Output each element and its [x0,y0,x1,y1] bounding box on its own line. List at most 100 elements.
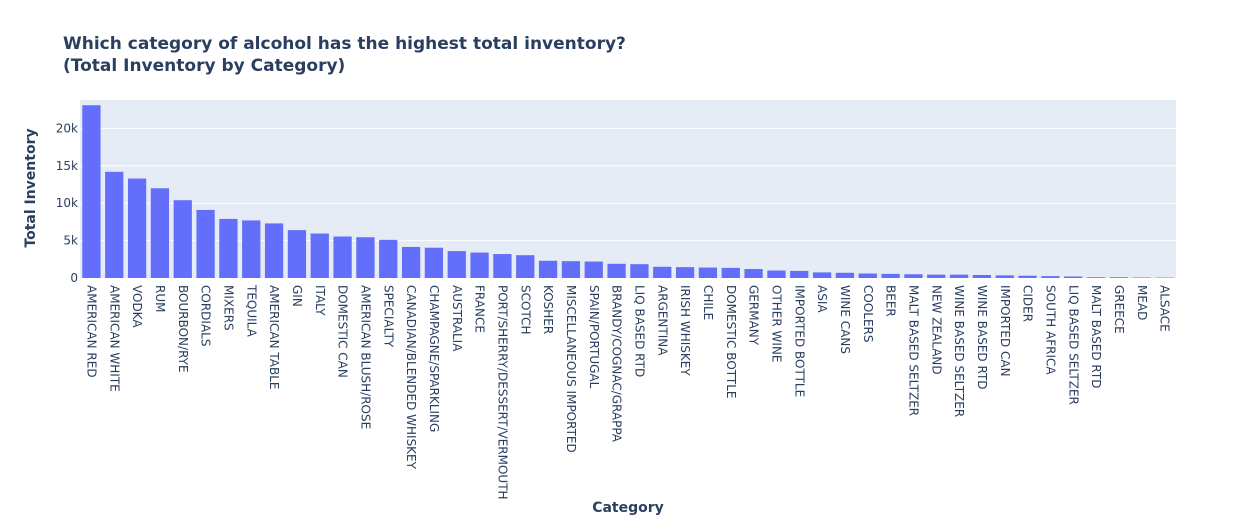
x-tick-label: AMERICAN BLUSH/ROSE [358,285,372,429]
bar[interactable] [127,178,147,278]
bar[interactable] [287,230,307,278]
bar[interactable] [516,255,535,278]
x-tick-label: MIXERS [221,285,235,331]
bar[interactable] [470,252,489,278]
bar[interactable] [173,200,192,278]
bar[interactable] [1109,277,1129,278]
x-tick-label: WINE BASED RTD [975,285,989,390]
bar[interactable] [1086,277,1106,278]
bar[interactable] [447,251,466,278]
bar[interactable] [219,218,238,278]
x-tick-label: AMERICAN RED [84,285,98,378]
x-tick-label: CORDIALS [199,285,213,346]
x-tick-label: LIQ BASED SELTZER [1066,285,1080,405]
x-tick-label: NEW ZEALAND [929,285,943,375]
bar[interactable] [538,260,558,278]
x-tick-label: BEER [884,285,898,317]
x-tick-label: SOUTH AFRICA [1043,285,1057,375]
bar[interactable] [150,188,170,278]
bar[interactable] [105,171,124,278]
bar[interactable] [721,267,740,278]
x-tick-label: SPECIALTY [381,285,395,348]
y-axis-title: Total Inventory [23,128,39,248]
x-tick-label: ITALY [313,285,327,316]
bars [82,105,1174,279]
bar[interactable] [835,272,855,278]
bar[interactable] [1064,276,1083,278]
bar[interactable] [1018,275,1037,278]
x-tick-label: PORT/SHERRY/DESSERT/VERMOUTH [495,285,509,500]
bar[interactable] [607,263,626,278]
bar[interactable] [242,220,261,278]
x-tick-label: COOLERS [861,285,875,343]
bar[interactable] [995,275,1014,278]
x-tick-label: SCOTCH [518,285,532,334]
x-tick-label: AUSTRALIA [450,285,464,352]
x-tick-label: DOMESTIC BOTTLE [724,285,738,398]
x-tick-label: BRANDY/COGNAC/GRAPPA [610,285,624,443]
chart-title: Which category of alcohol has the highes… [63,34,626,54]
x-axis-title: Category [592,500,664,516]
x-tick-label: WINE CANS [838,285,852,354]
x-tick-label: DOMESTIC CAN [336,285,350,378]
bar[interactable] [927,274,946,278]
bar[interactable] [310,233,329,279]
x-tick-label: TEQUILA [244,284,258,338]
x-tick-label: CHILE [701,285,715,320]
x-tick-label: BOURBON/RYE [176,285,190,373]
bar[interactable] [584,261,603,278]
chart-title-block: Which category of alcohol has the highes… [63,33,626,77]
bar[interactable] [401,246,421,278]
bar[interactable] [949,274,969,278]
x-tick-label: CIDER [1021,285,1035,322]
bar[interactable] [698,267,718,278]
x-tick-label: ASIA [815,285,829,313]
x-tick-label: CHAMPAGNE/SPARKLING [427,285,441,432]
bar[interactable] [196,209,215,278]
bar[interactable] [493,254,512,278]
bar[interactable] [82,105,101,278]
bar[interactable] [1041,276,1060,278]
bar[interactable] [653,266,672,278]
y-tick-label: 15k [56,159,78,173]
bar[interactable] [424,247,444,278]
bar[interactable] [812,272,832,278]
y-tick-label: 5k [63,234,78,248]
x-tick-label: FRANCE [473,285,487,333]
y-tick-label: 10k [56,196,78,210]
x-tick-label: GREECE [1112,285,1126,334]
x-tick-label: IMPORTED BOTTLE [792,285,806,397]
plot-area [80,100,1176,278]
bar[interactable] [744,269,763,278]
x-tick-label: ARGENTINA [655,285,669,356]
x-tick-label: CANADIAN/BLENDED WHISKEY [404,285,418,470]
x-tick-label: IMPORTED CAN [998,285,1012,377]
bar[interactable] [904,274,923,278]
bar[interactable] [379,239,398,278]
y-tick-label: 0 [70,271,78,285]
x-tick-label: MISCELLANEOUS IMPORTED [564,285,578,453]
x-tick-label: GERMANY [747,285,761,346]
y-axis-ticks: 0 5k 10k 15k 20k [56,121,78,285]
bar[interactable] [630,264,649,278]
x-tick-label: OTHER WINE [769,285,783,363]
x-tick-label: MALT BASED SELTZER [906,285,920,416]
x-tick-label: VODKA [130,285,144,328]
bar[interactable] [561,261,581,278]
x-tick-label: RUM [153,285,167,312]
bar[interactable] [972,275,992,278]
bar[interactable] [858,273,877,278]
bar[interactable] [264,223,284,278]
bar[interactable] [675,267,695,278]
bar[interactable] [767,270,786,278]
y-tick-label: 20k [56,121,78,135]
bar[interactable] [790,270,809,278]
chart-subtitle: (Total Inventory by Category) [63,56,346,76]
bar[interactable] [881,273,900,278]
bar[interactable] [333,236,352,278]
x-axis-ticks: AMERICAN RED AMERICAN WHITE VODKA RUM BOURBO… [84,284,1171,500]
x-tick-label: GIN [290,285,304,307]
x-tick-label: LIQ BASED RTD [632,285,646,377]
bar[interactable] [356,237,375,278]
